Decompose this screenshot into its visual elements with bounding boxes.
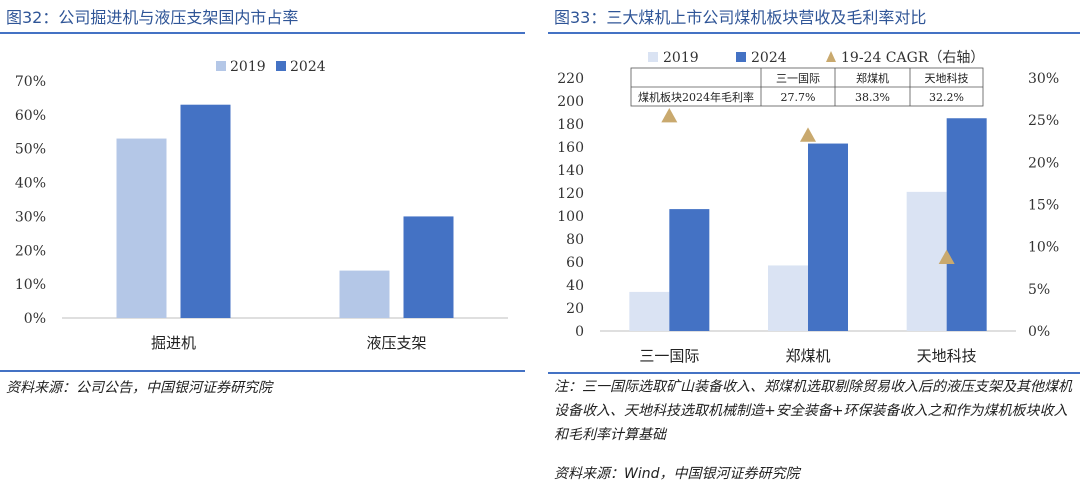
title-rule: [0, 32, 525, 34]
y-tick-label-left: 20: [566, 301, 584, 317]
y-tick-label-left: 100: [557, 209, 584, 225]
legend-swatch-cagr: [826, 51, 836, 62]
y-tick-label: 70%: [15, 74, 46, 90]
table-header-cell: 三一国际: [776, 72, 820, 85]
table-header-cell: 天地科技: [925, 71, 969, 85]
source-note: 资料来源：公司公告，中国银河证券研究院: [6, 380, 272, 396]
y-tick-label: 50%: [15, 142, 46, 158]
right-figure: 图33：三大煤机上市公司煤机板块营收及毛利率对比 0 20 40 60 80 100 120…: [548, 0, 1080, 497]
y-tick-label-left: 80: [566, 232, 584, 248]
y-tick-label-right: 5%: [1028, 282, 1050, 298]
cagr-marker-郑煤机: [800, 127, 816, 142]
legend-label: 2024: [290, 59, 326, 75]
y-tick-label-right: 30%: [1028, 71, 1059, 87]
legend-label: 2019: [230, 59, 266, 75]
legend-swatch-2024: [736, 52, 746, 62]
cagr-marker-天地科技: [938, 249, 955, 265]
y-tick-label-left: 220: [557, 71, 584, 87]
table-row-label: 煤机板块2024年毛利率: [638, 90, 754, 104]
table-value-cell: 27.7%: [781, 91, 816, 104]
bar-2024-三一国际: [669, 209, 710, 331]
bar-2019-郑煤机: [768, 265, 808, 331]
bottom-rule: [548, 372, 1080, 374]
bar-2024-掘进机: [180, 104, 231, 318]
bar-2019-掘进机: [116, 138, 167, 318]
y-tick-label: 40%: [15, 176, 46, 192]
x-tick-label: 三一国际: [639, 347, 699, 365]
y-tick-label-left: 40: [566, 278, 584, 294]
right-chart: 0 20 40 60 80 100 120 140 160 180 200 220 0% 5% 10% 15%…: [557, 50, 1059, 365]
table-value-cell: 38.3%: [855, 91, 890, 104]
y-tick-label-right: 15%: [1028, 198, 1059, 214]
bar-2019-天地科技: [906, 191, 947, 331]
cagr-marker-三一国际: [661, 107, 678, 123]
x-tick-label: 郑煤机: [785, 347, 830, 365]
bar-2024-液压支架: [403, 216, 454, 318]
x-tick-label: 液压支架: [366, 334, 426, 352]
bottom-rule: [0, 370, 525, 372]
y-tick-label: 20%: [15, 243, 46, 259]
legend-swatch-2019: [648, 52, 658, 62]
y-tick-label-right: 25%: [1028, 113, 1059, 129]
y-tick-label-left: 180: [557, 117, 584, 133]
y-tick-label-left: 160: [557, 140, 584, 156]
left-chart: 0% 10% 20% 30% 40% 50% 60% 70% 掘进机 液压支架 2019 2024: [15, 59, 508, 352]
x-tick-label: 掘进机: [151, 334, 196, 352]
y-tick-label: 10%: [15, 277, 46, 293]
x-tick-label: 天地科技: [917, 347, 977, 365]
legend-swatch-2019: [216, 61, 226, 71]
title-rule: [548, 32, 1080, 34]
y-tick-label-left: 0: [575, 324, 584, 340]
figure-title: 图32：公司掘进机与液压支架国内市占率: [6, 8, 299, 27]
legend-label: 2019: [663, 50, 699, 66]
table-header-cell: 郑煤机: [856, 71, 889, 85]
legend-label: 2024: [751, 50, 787, 66]
y-tick-label-left: 140: [557, 163, 584, 179]
bar-2024-天地科技: [946, 118, 987, 331]
figure-title: 图33：三大煤机上市公司煤机板块营收及毛利率对比: [554, 8, 927, 27]
left-figure: 图32：公司掘进机与液压支架国内市占率 0% 10% 20% 30% 40% 50% 60%…: [0, 0, 525, 497]
y-tick-label: 0%: [24, 311, 46, 327]
y-tick-label-right: 10%: [1028, 240, 1059, 256]
bar-2019-三一国际: [629, 291, 670, 331]
chart-note: 注：三一国际选取矿山装备收入、郑煤机选取剔除贸易收入后的液压支架及其他煤机设备收…: [554, 379, 1072, 443]
legend-label: 19-24 CAGR（右轴）: [841, 50, 984, 66]
source-note: 资料来源：Wind，中国银河证券研究院: [554, 466, 800, 482]
y-tick-label-right: 20%: [1028, 155, 1059, 171]
legend-swatch-2024: [276, 61, 286, 71]
bar-2019-液压支架: [339, 270, 390, 318]
bar-2024-郑煤机: [808, 143, 848, 331]
table-value-cell: 32.2%: [929, 91, 964, 104]
y-tick-label-right: 0%: [1028, 324, 1050, 340]
y-tick-label-left: 200: [557, 94, 584, 110]
y-tick-label-left: 120: [557, 186, 584, 202]
y-tick-label: 60%: [15, 108, 46, 124]
y-tick-label: 30%: [15, 209, 46, 225]
y-tick-label-left: 60: [566, 255, 584, 271]
